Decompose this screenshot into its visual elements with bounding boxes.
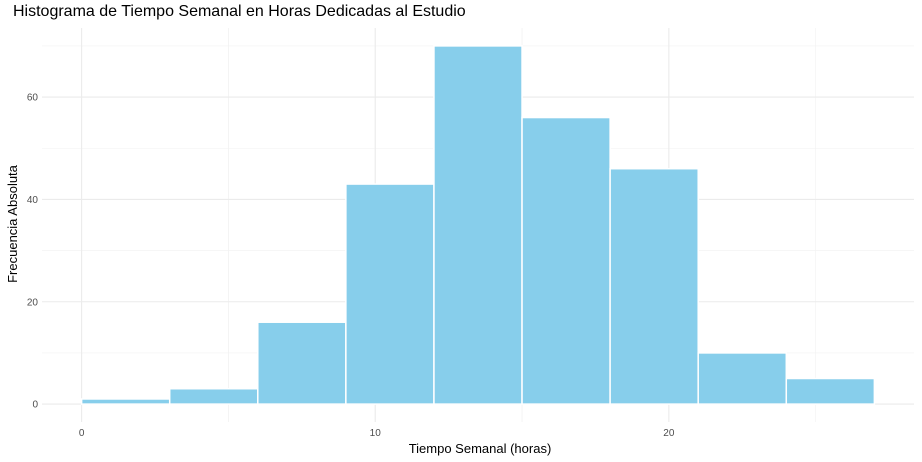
y-tick-label: 60 (27, 93, 39, 104)
x-tick-label: 10 (370, 428, 382, 439)
histogram-bar (433, 45, 523, 405)
x-axis-title: Tiempo Semanal (horas) (409, 441, 552, 456)
x-tick-label: 0 (79, 428, 85, 439)
y-axis-title: Frecuencia Absoluta (5, 164, 20, 283)
histogram-bar (80, 398, 171, 405)
histogram-bar (785, 377, 876, 405)
x-tick-label: 20 (663, 428, 675, 439)
histogram-bar (257, 321, 347, 405)
histogram-bar (521, 116, 611, 405)
y-tick-label: 20 (27, 297, 39, 308)
x-axis-ticks: 0 10 20 (79, 428, 675, 439)
y-axis-ticks: 0 20 40 60 (27, 93, 39, 411)
y-tick-label: 0 (32, 400, 38, 411)
histogram-bar (609, 167, 699, 405)
histogram-bar (345, 183, 435, 405)
histogram-bar (697, 352, 788, 405)
y-tick-label: 40 (27, 195, 39, 206)
chart-title: Histograma de Tiempo Semanal en Horas De… (13, 3, 466, 20)
histogram-bar (168, 387, 259, 405)
histogram-bars (80, 45, 876, 405)
